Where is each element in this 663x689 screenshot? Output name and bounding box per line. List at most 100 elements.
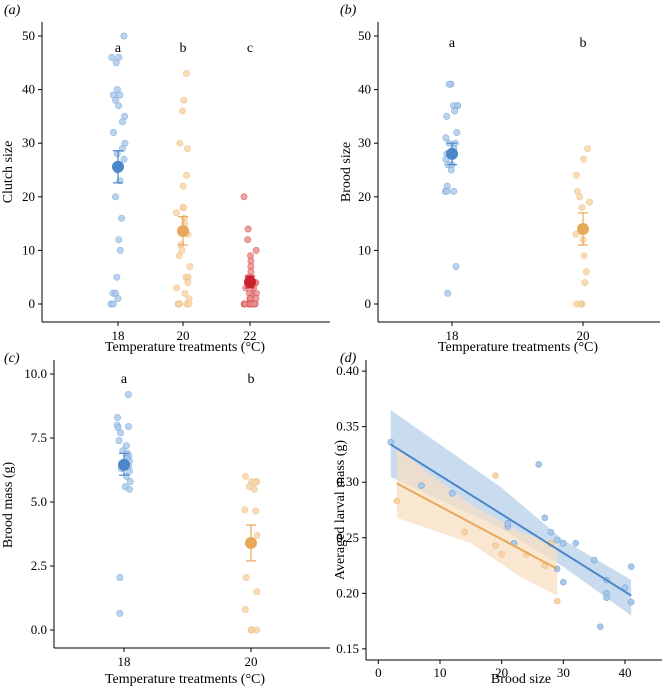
significance-letter: c: [247, 41, 253, 56]
y-tick-label: 7.5: [31, 430, 47, 445]
y-tick-label: 0.15: [336, 641, 359, 656]
data-point: [112, 193, 120, 201]
data-point: [117, 429, 125, 437]
y-tick-label: 10: [22, 242, 35, 257]
data-point: [126, 485, 134, 493]
data-point: [553, 536, 561, 544]
panel-a-xlabel: Temperature treatments (°C): [105, 340, 265, 355]
data-point: [122, 442, 130, 450]
x-tick-label: 30: [557, 665, 570, 680]
confidence-band-20: [396, 448, 558, 596]
data-point: [253, 531, 261, 539]
fit-line-18: [390, 443, 632, 597]
y-tick-label: 0.25: [336, 530, 359, 545]
data-point: [120, 32, 128, 40]
data-point: [172, 209, 180, 217]
data-point: [492, 472, 499, 479]
data-point: [116, 609, 124, 617]
data-point: [114, 295, 122, 303]
data-point: [175, 300, 183, 308]
data-point: [242, 472, 250, 480]
data-point: [126, 477, 134, 485]
data-point: [109, 300, 117, 308]
data-point: [242, 573, 250, 581]
data-point: [250, 485, 258, 493]
x-tick-label: 18: [446, 328, 459, 343]
data-point: [184, 279, 192, 287]
confidence-band-18: [390, 410, 632, 616]
data-point: [393, 497, 401, 505]
y-tick-label: 0.0: [31, 622, 47, 637]
data-point: [173, 284, 181, 292]
y-tick-label: 50: [22, 28, 35, 43]
data-point: [244, 236, 252, 244]
mean-point: [446, 147, 458, 160]
panel-b: (b) Brood size Temperature treatments (°…: [339, 3, 660, 355]
data-point: [178, 107, 186, 115]
panel-a-label: (a): [4, 3, 21, 18]
data-point: [492, 542, 499, 549]
data-point: [444, 289, 452, 297]
x-tick-label: 20: [577, 328, 590, 343]
significance-letter: b: [580, 36, 587, 51]
data-point: [113, 273, 121, 281]
panel-b-xlabel: Temperature treatments (°C): [438, 340, 598, 355]
x-tick-label: 10: [434, 665, 447, 680]
data-point: [115, 437, 123, 445]
data-point: [572, 539, 580, 547]
x-tick-label: 18: [112, 328, 125, 343]
x-tick-label: 20: [177, 328, 190, 343]
significance-letter: b: [248, 372, 255, 387]
y-tick-label: 2.5: [31, 558, 47, 573]
data-point: [553, 597, 561, 605]
mean-point: [244, 276, 256, 288]
data-point: [115, 236, 123, 244]
y-tick-label: 0.20: [336, 585, 359, 600]
x-tick-label: 20: [245, 654, 258, 669]
data-point: [442, 134, 450, 142]
significance-letter: b: [180, 41, 187, 56]
data-point: [443, 112, 451, 120]
data-point: [418, 482, 425, 489]
y-tick-label: 50: [358, 28, 371, 43]
y-tick-label: 30: [358, 135, 371, 150]
fit-line-20: [396, 482, 558, 570]
data-point: [116, 573, 124, 581]
data-point: [112, 59, 120, 67]
data-point: [253, 588, 261, 596]
data-point: [578, 204, 586, 212]
y-tick-label: 5.0: [31, 494, 47, 509]
panel-d-ylabel: Averaged larval mass (g): [333, 440, 348, 580]
data-point: [179, 182, 187, 190]
y-tick-label: 10.0: [24, 366, 47, 381]
data-point: [453, 129, 461, 137]
data-point: [114, 413, 122, 421]
data-point: [576, 193, 584, 201]
data-point: [443, 187, 451, 195]
data-point: [108, 53, 116, 61]
data-point: [241, 506, 249, 514]
data-point: [113, 150, 121, 158]
data-point: [250, 300, 258, 308]
y-tick-label: 0.35: [336, 419, 359, 434]
data-point: [448, 489, 456, 497]
data-point: [590, 556, 598, 564]
data-point: [251, 479, 259, 487]
mean-point: [245, 537, 257, 549]
data-point: [586, 198, 594, 206]
significance-letter: a: [449, 36, 456, 51]
panel-c-ylabel: Brood mass (g): [1, 462, 16, 549]
data-point: [112, 96, 120, 104]
data-point: [627, 563, 635, 571]
data-point: [504, 519, 512, 527]
data-point: [577, 300, 585, 308]
data-point: [541, 514, 549, 522]
panel-d: (d) Averaged larval mass (g) Brood size …: [333, 351, 662, 687]
data-point: [603, 594, 610, 602]
data-point: [179, 204, 187, 212]
data-point: [581, 279, 589, 287]
y-tick-label: 40: [358, 82, 371, 97]
data-point: [185, 300, 193, 308]
data-point: [244, 225, 252, 233]
